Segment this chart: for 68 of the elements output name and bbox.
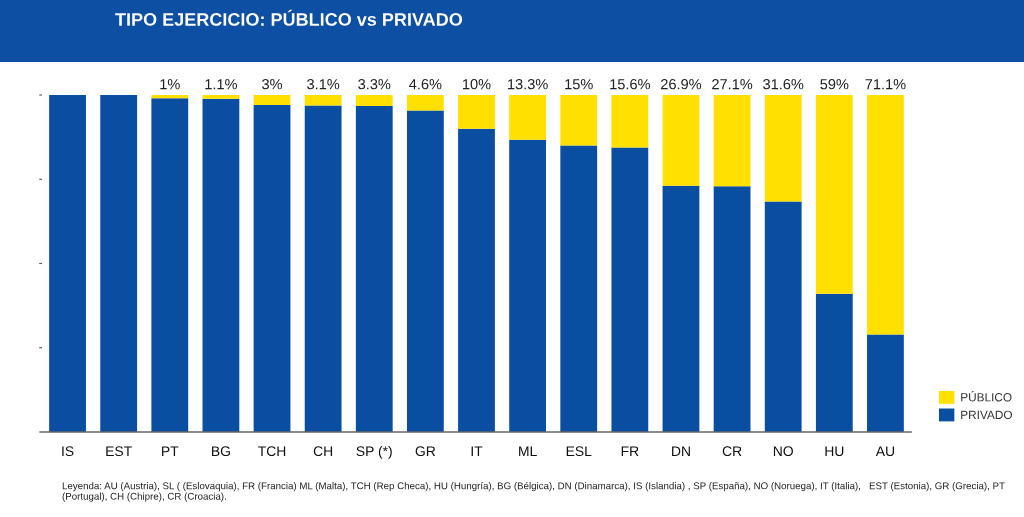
data-label: 59% xyxy=(820,79,849,90)
bar xyxy=(509,95,547,140)
bar xyxy=(304,95,342,106)
bar xyxy=(713,95,751,187)
x-tick-label: BG xyxy=(212,446,230,457)
x-tick-label: DN xyxy=(672,446,690,456)
x-tick-label: IT xyxy=(471,446,483,456)
bar xyxy=(815,95,853,294)
bar xyxy=(560,145,598,432)
data-label: 26.9% xyxy=(661,79,702,90)
x-tick-label: ESL xyxy=(566,446,592,457)
bar xyxy=(815,293,853,432)
text: Leyenda: AU (Austria), SL ( (Eslovaquia), FR (Francia) ML (Malta), TCH (Rep Checa), HU (Hungría), BG (Bélgica), DN (Dinamarca), IS (Islandia) , SP (España), NO (Noruega), IT (Italia), EST (Estonia), GR (Grecia), PT (Portugal), CH (Chipre), CR (Croacia). xyxy=(62,482,1005,502)
bar xyxy=(406,110,444,432)
x-tick-label: HU xyxy=(825,446,844,457)
bar xyxy=(151,98,189,432)
bar xyxy=(764,201,802,432)
bar xyxy=(867,95,904,335)
x-tick-label: TCH xyxy=(258,446,286,457)
bar xyxy=(764,95,802,202)
bar xyxy=(458,95,495,129)
bar xyxy=(406,95,444,111)
data-label: 3.1% xyxy=(307,79,340,90)
bar xyxy=(49,95,86,432)
chart-title: TIPO EJERCICIO: PÚBLICO vs PRIVADO xyxy=(115,9,463,26)
legend-label: PÚBLICO xyxy=(961,391,1012,402)
data-label: 13.3% xyxy=(508,79,548,90)
bar xyxy=(151,95,189,99)
data-label: 71.1% xyxy=(865,79,906,90)
data-label: 27.1% xyxy=(712,79,753,90)
data-label: 4.6% xyxy=(409,79,442,90)
bar xyxy=(304,105,342,432)
data-label: 15% xyxy=(565,79,593,90)
bar xyxy=(253,95,291,106)
bar xyxy=(560,95,598,146)
bar xyxy=(202,98,240,432)
bar xyxy=(713,186,751,432)
bar xyxy=(458,128,495,432)
x-tick-label: ML xyxy=(519,446,537,456)
bar xyxy=(202,95,240,99)
bar xyxy=(100,95,138,432)
bar xyxy=(253,105,291,432)
bar xyxy=(355,95,393,107)
x-tick-label: SP (*) xyxy=(356,445,392,459)
x-tick-label: NO xyxy=(773,446,793,457)
x-tick-label: CR xyxy=(722,446,742,457)
data-label: 1.1% xyxy=(205,79,238,90)
x-tick-label: AU xyxy=(875,446,895,457)
data-label: 3% xyxy=(262,79,283,90)
x-tick-label: PT xyxy=(162,446,179,456)
bar xyxy=(355,106,393,432)
x-tick-label: EST xyxy=(106,446,132,457)
bar xyxy=(662,185,700,432)
bar xyxy=(867,334,904,432)
data-label: 15.6% xyxy=(610,79,651,90)
bar xyxy=(662,95,700,186)
x-tick-label: CH xyxy=(313,446,333,457)
data-label: 31.6% xyxy=(763,79,804,90)
legend-label: PRIVADO xyxy=(961,410,1012,420)
bar xyxy=(611,147,649,432)
bar xyxy=(611,95,649,148)
data-label: 10% xyxy=(463,79,491,90)
data-label: 3.3% xyxy=(358,79,391,90)
x-tick-label: GR xyxy=(415,446,436,457)
data-label: 1% xyxy=(160,79,180,90)
bar xyxy=(509,139,547,432)
x-tick-label: FR xyxy=(621,446,639,456)
x-tick-label: IS xyxy=(62,446,74,457)
